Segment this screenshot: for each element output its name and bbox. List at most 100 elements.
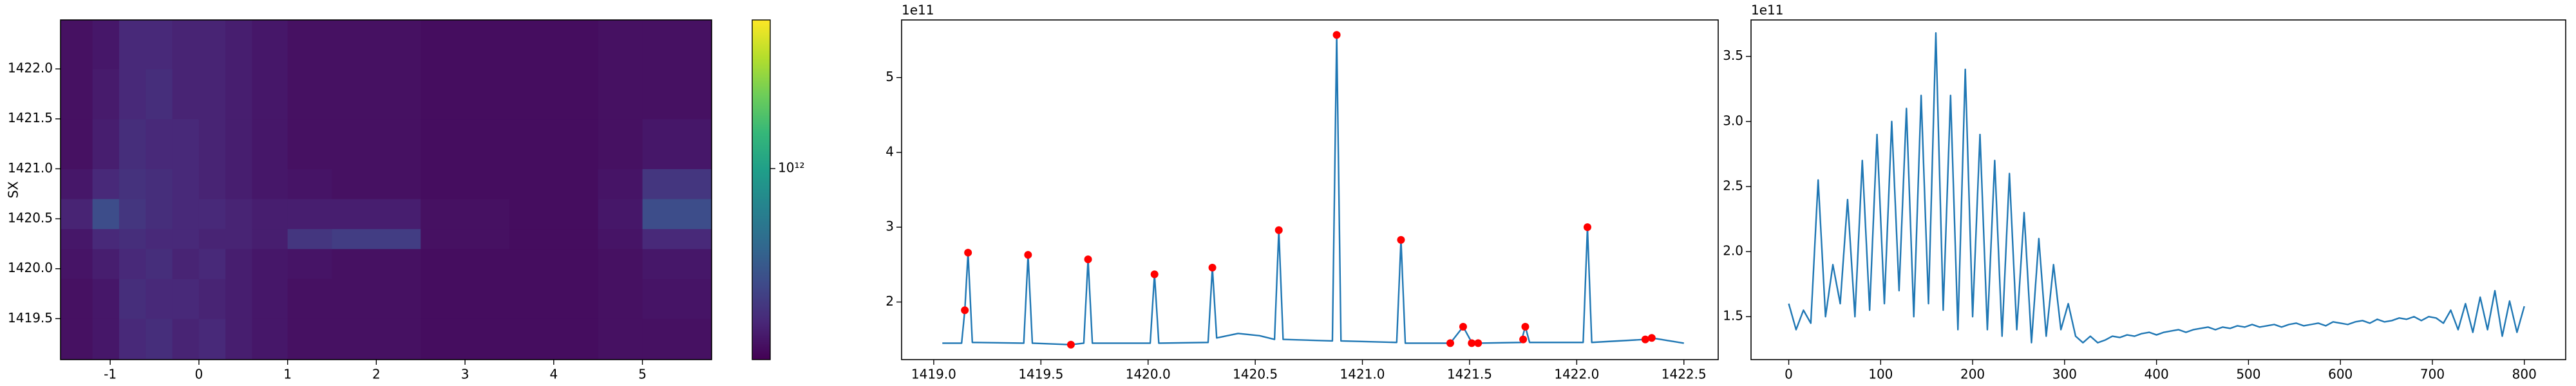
heatmap-cell bbox=[198, 118, 226, 169]
heatmap-cell bbox=[61, 279, 93, 319]
heatmap-cell bbox=[225, 69, 253, 120]
x-tick-label: 600 bbox=[2328, 367, 2353, 382]
heatmap-cell bbox=[332, 248, 421, 279]
heatmap-cell bbox=[146, 279, 173, 319]
x-tick-label: 800 bbox=[2512, 367, 2537, 382]
heatmap-cell bbox=[198, 318, 226, 360]
heatmap-cell bbox=[172, 169, 200, 199]
peak-marker bbox=[1647, 334, 1656, 342]
heatmap-cell bbox=[332, 318, 421, 360]
peak-marker bbox=[961, 306, 969, 315]
peak-marker bbox=[1641, 335, 1649, 344]
colorbar bbox=[752, 19, 771, 360]
heatmap-cell bbox=[642, 20, 712, 69]
heatmap-cell bbox=[252, 198, 289, 230]
heatmap-cell bbox=[642, 198, 712, 230]
heatmap-cell bbox=[146, 248, 173, 279]
peak-marker bbox=[1397, 235, 1405, 244]
heatmap-cell bbox=[332, 198, 421, 230]
heatmap-cell bbox=[198, 248, 226, 279]
heatmap-cell bbox=[421, 318, 510, 360]
y-tick-label: 3.0 bbox=[1723, 113, 1743, 128]
heatmap-cell bbox=[252, 118, 289, 169]
heatmap-cell bbox=[92, 228, 120, 250]
x-tick-label: 1419.0 bbox=[911, 367, 956, 382]
x-tick-label: -1 bbox=[104, 367, 117, 382]
heatmap-cell bbox=[118, 228, 146, 250]
heatmap-cell bbox=[598, 279, 643, 319]
x-tick-label: 500 bbox=[2236, 367, 2260, 382]
heatmap-cell bbox=[421, 248, 510, 279]
heatmap-cell bbox=[598, 118, 643, 169]
heatmap-cell bbox=[225, 169, 253, 199]
heatmap-cell bbox=[332, 169, 421, 199]
y-tick-label: 5 bbox=[886, 69, 894, 84]
heatmap-cell bbox=[509, 248, 599, 279]
y-tick-label: 1420.0 bbox=[8, 260, 53, 275]
heatmap-cell bbox=[198, 198, 226, 230]
heatmap-cell bbox=[421, 198, 510, 230]
heatmap-cell bbox=[225, 20, 253, 69]
heatmap-cell bbox=[642, 318, 712, 360]
heatmap-cell bbox=[118, 248, 146, 279]
y-axis-label: SX bbox=[6, 181, 21, 199]
y-tick-label: 2 bbox=[886, 293, 894, 309]
line bbox=[1788, 32, 2525, 344]
heatmap-cell bbox=[92, 118, 120, 169]
peak-marker bbox=[1519, 335, 1528, 344]
heatmap-cell bbox=[287, 69, 332, 120]
heatmap-cell bbox=[92, 169, 120, 199]
heatmap-cell bbox=[172, 118, 200, 169]
heatmap-cell bbox=[61, 118, 93, 169]
heatmap-cell bbox=[598, 248, 643, 279]
heatmap-cell bbox=[421, 228, 510, 250]
heatmap-cell bbox=[118, 169, 146, 199]
peak-marker bbox=[1274, 226, 1283, 234]
axes-frame bbox=[1750, 19, 2566, 360]
heatmap-cell bbox=[421, 118, 510, 169]
axes-frame bbox=[901, 19, 1719, 360]
y-tick-label: 1420.5 bbox=[8, 210, 53, 226]
x-tick-label: 1 bbox=[283, 367, 292, 382]
peak-marker bbox=[1583, 223, 1591, 232]
heatmap-cell bbox=[642, 228, 712, 250]
heatmap-cell bbox=[61, 228, 93, 250]
heatmap-cell bbox=[92, 318, 120, 360]
x-tick-label: 700 bbox=[2420, 367, 2445, 382]
heatmap-cell bbox=[172, 248, 200, 279]
x-tick-label: 1422.0 bbox=[1554, 367, 1599, 382]
heatmap-cell bbox=[598, 69, 643, 120]
heatmap-cell bbox=[172, 279, 200, 319]
heatmap-cell bbox=[172, 20, 200, 69]
heatmap-cell bbox=[92, 20, 120, 69]
heatmap-cell bbox=[146, 69, 173, 120]
heatmap-cell bbox=[421, 169, 510, 199]
heatmap-cell bbox=[252, 20, 289, 69]
x-tick-label: 200 bbox=[1960, 367, 1985, 382]
heatmap-cell bbox=[287, 248, 332, 279]
heatmap-cell bbox=[92, 248, 120, 279]
heatmap-cell bbox=[172, 228, 200, 250]
heatmap-cell bbox=[252, 169, 289, 199]
peak-marker bbox=[1332, 31, 1341, 39]
heatmap-cell bbox=[598, 228, 643, 250]
heatmap-cell bbox=[92, 279, 120, 319]
y-tick-label: 1419.5 bbox=[8, 310, 53, 326]
heatmap-cell bbox=[61, 169, 93, 199]
x-tick-label: 1420.5 bbox=[1233, 367, 1278, 382]
y-tick-label: 3.5 bbox=[1723, 48, 1743, 63]
peak-marker bbox=[1474, 339, 1482, 347]
heatmap-cell bbox=[642, 248, 712, 279]
heatmap-cell bbox=[61, 318, 93, 360]
heatmap-cell bbox=[287, 279, 332, 319]
heatmap-cell bbox=[225, 228, 253, 250]
heatmap-cell bbox=[598, 198, 643, 230]
y-tick-label: 1421.0 bbox=[8, 160, 53, 176]
peak-marker bbox=[1024, 251, 1032, 259]
heatmap-cell bbox=[287, 118, 332, 169]
peak-marker bbox=[1459, 322, 1467, 331]
heatmap-cell bbox=[198, 20, 226, 69]
offset-label: 1e11 bbox=[1751, 3, 1783, 18]
heatmap-cell bbox=[421, 279, 510, 319]
